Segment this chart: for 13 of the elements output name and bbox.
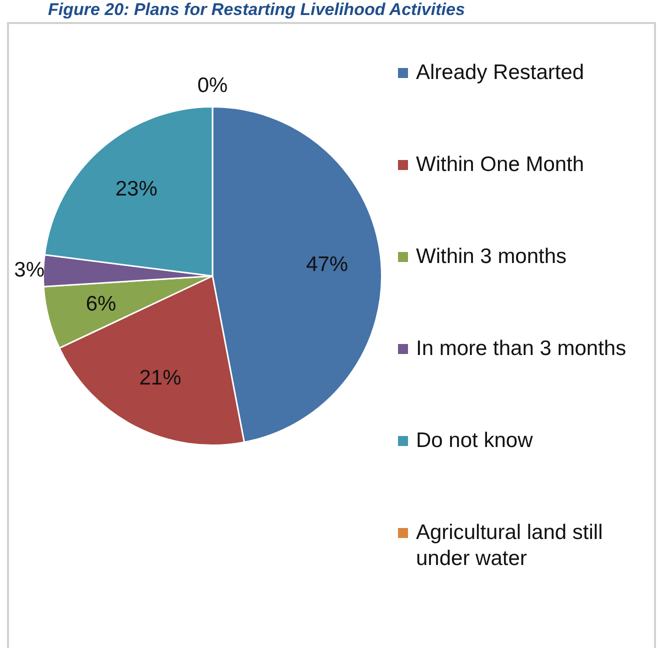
data-label: 21% xyxy=(139,366,182,390)
legend-label: Do not know xyxy=(416,428,533,454)
data-label: 47% xyxy=(306,252,348,276)
legend-label: Within One Month xyxy=(416,152,584,178)
legend-label: Within 3 months xyxy=(416,244,567,270)
chart-title: Figure 20: Plans for Restarting Livelihood Activities xyxy=(48,0,465,20)
legend-label: Agricultural land still under water xyxy=(416,520,604,572)
data-label: 23% xyxy=(115,177,158,200)
data-label: 3% xyxy=(14,258,45,282)
legend-label: Already Restarted xyxy=(416,60,584,86)
data-label: 6% xyxy=(86,292,116,316)
legend-label: In more than 3 months xyxy=(416,336,626,362)
text: 0% xyxy=(197,74,228,98)
